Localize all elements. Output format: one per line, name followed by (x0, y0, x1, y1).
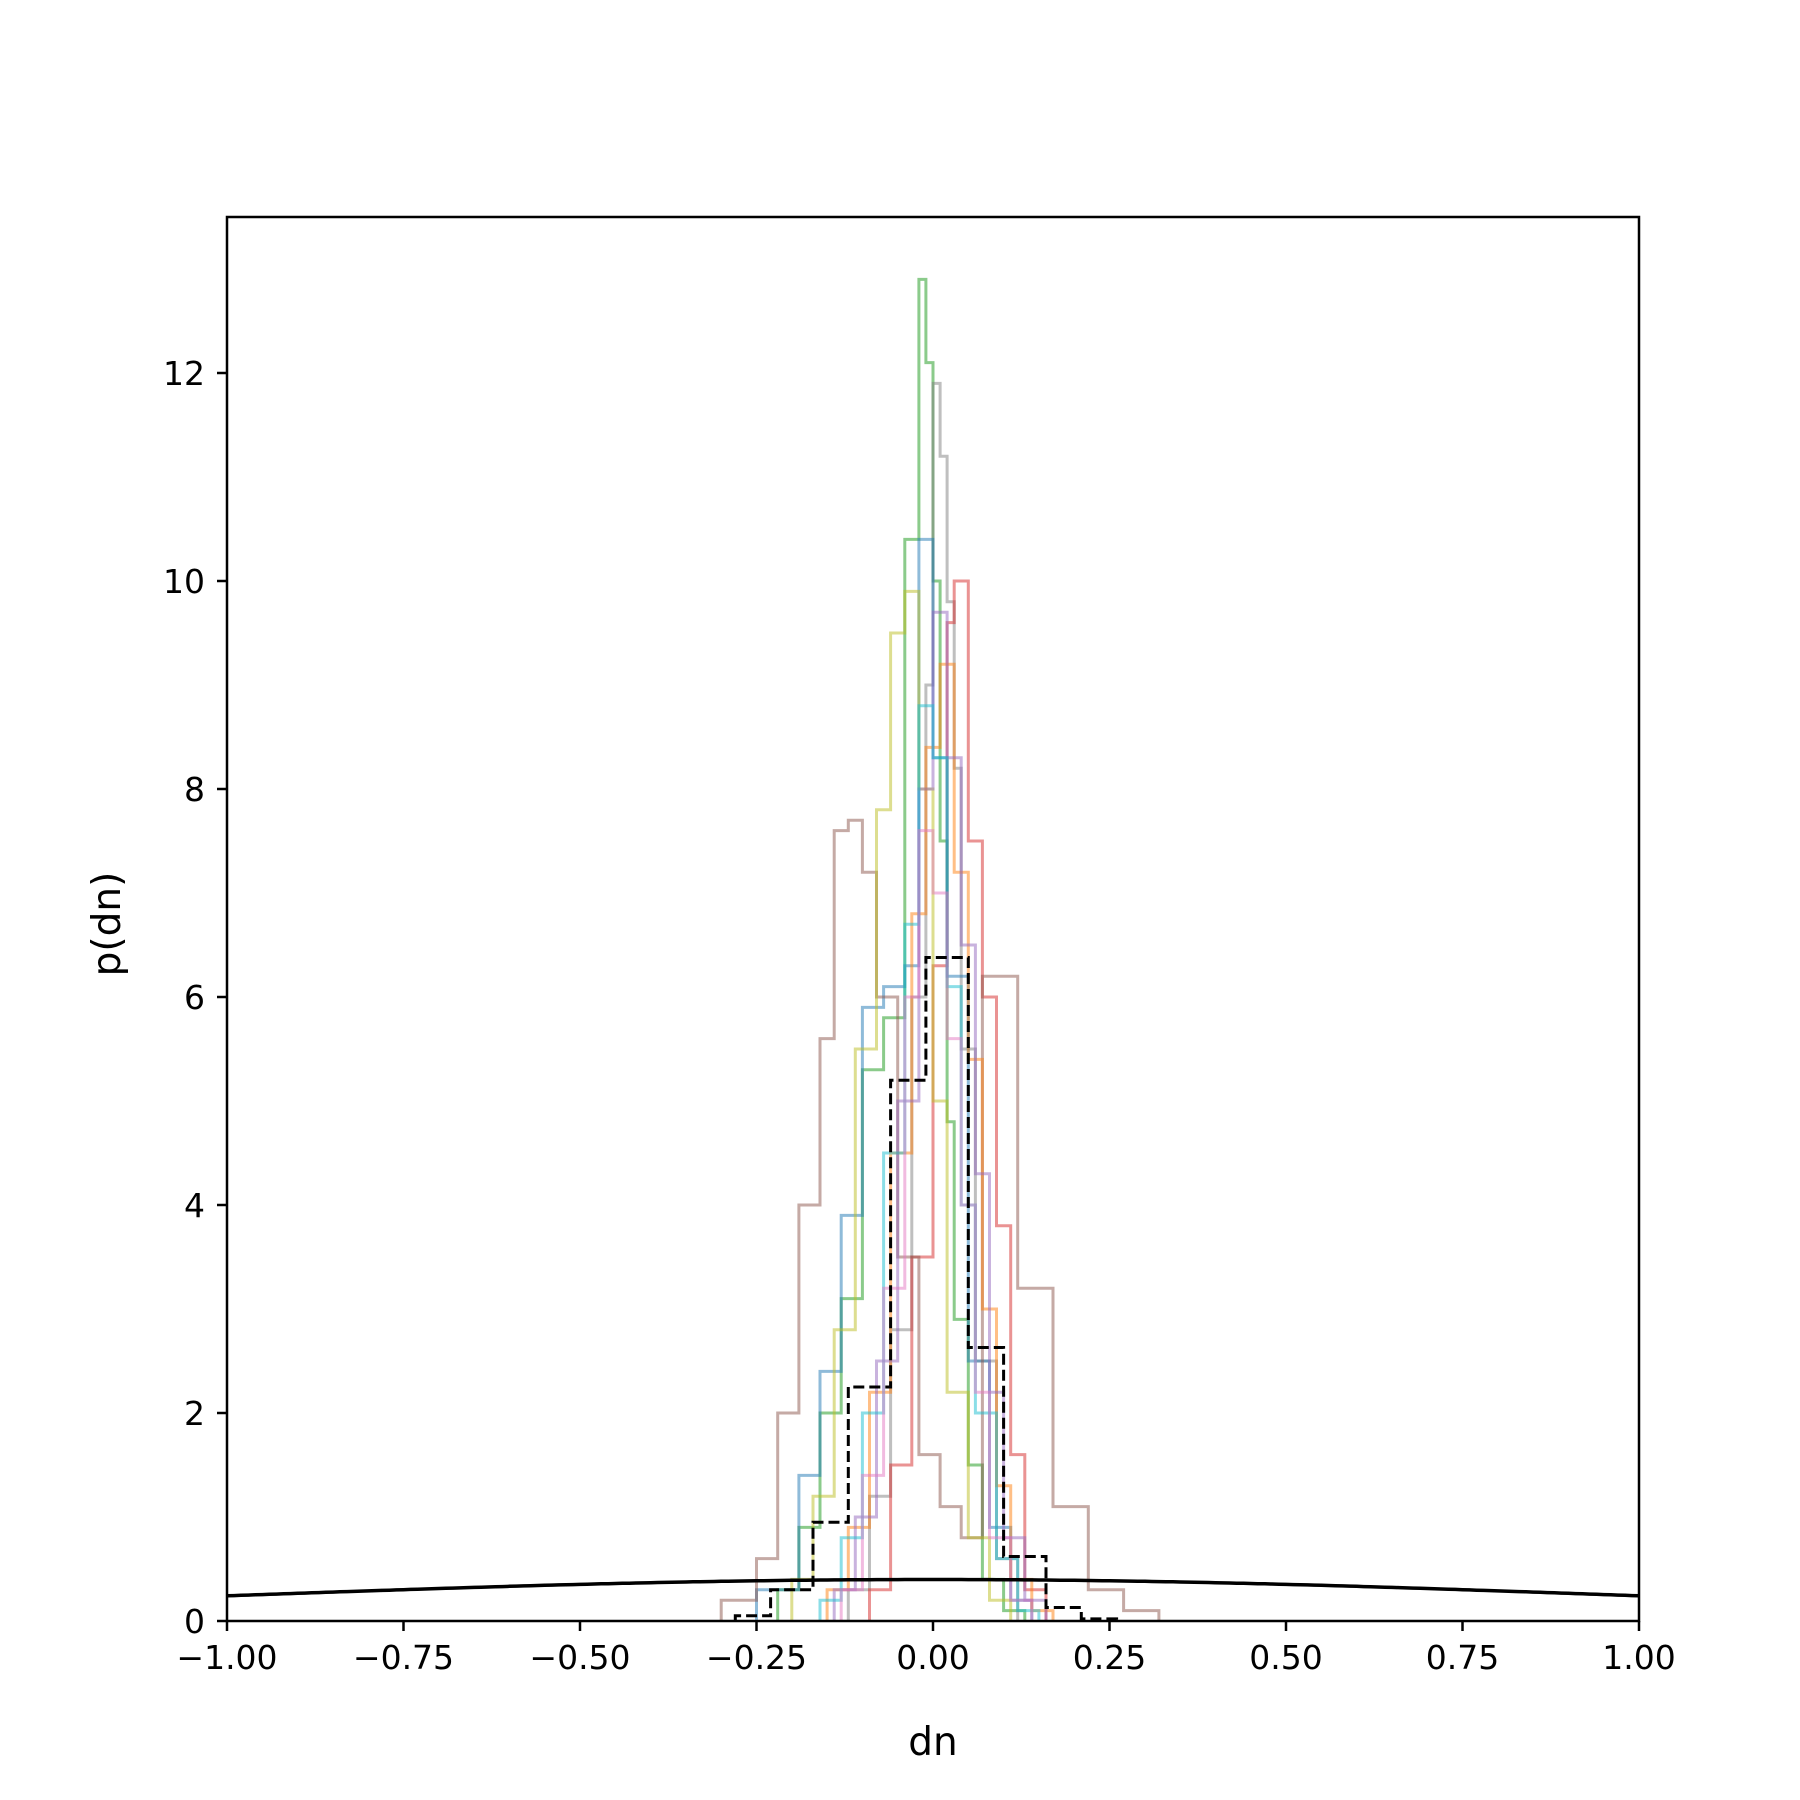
x-tick-label: 0.25 (1073, 1638, 1146, 1677)
histogram-series-10 (733, 956, 1119, 1621)
reference-normal-curve (227, 1577, 1639, 1598)
y-tick-label: 8 (184, 770, 205, 809)
x-axis: −1.00 −0.75 −0.50 −0.25 0.00 0.25 0.50 0.75 1.00 (176, 1621, 1676, 1677)
y-axis: 0 2 4 6 8 10 12 (163, 354, 227, 1641)
y-axis-label: p(dn) (85, 872, 130, 977)
histogram-series-7 (832, 610, 1048, 1621)
y-tick-label: 6 (184, 978, 205, 1017)
y-tick-label: 0 (184, 1602, 205, 1641)
histogram-series-2 (868, 579, 1048, 1621)
y-tick-label: 2 (184, 1394, 205, 1433)
x-axis-label: dn (908, 1720, 957, 1765)
histogram-series-0 (776, 277, 1027, 1621)
histogram-series-5 (790, 589, 1013, 1621)
x-tick-label: 0.00 (896, 1638, 969, 1677)
x-tick-label: −0.50 (529, 1638, 630, 1677)
histogram-series-9 (839, 829, 1034, 1621)
x-tick-label: 1.00 (1602, 1638, 1675, 1677)
x-tick-label: −0.25 (706, 1638, 807, 1677)
reference-curve-layer (227, 1577, 1639, 1598)
y-tick-label: 12 (163, 354, 205, 393)
x-tick-label: −0.75 (353, 1638, 454, 1677)
x-tick-label: −1.00 (176, 1638, 277, 1677)
x-tick-label: 0.75 (1426, 1638, 1499, 1677)
y-tick-label: 4 (184, 1186, 205, 1225)
y-tick-label: 10 (163, 562, 205, 601)
x-tick-label: 0.50 (1249, 1638, 1322, 1677)
series-layer (719, 277, 1161, 1621)
